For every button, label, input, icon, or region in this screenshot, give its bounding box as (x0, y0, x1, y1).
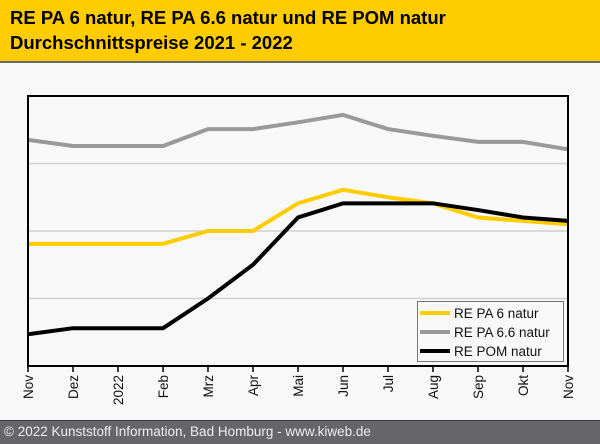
legend-label: RE POM natur (454, 344, 542, 359)
line-chart: Nov Dez 2022 Feb Mrz Apr Mai Jun Jul Aug Sep Okt Nov… (21, 95, 576, 406)
x-tick-label: Aug (426, 375, 441, 399)
x-tick-label: Nov (561, 375, 576, 399)
footer: © 2022 Kunststoff Information, Bad Hombu… (0, 420, 600, 444)
x-tick-label: Jun (336, 375, 351, 397)
series-lines (27, 112, 569, 337)
chart-area: Nov Dez 2022 Feb Mrz Apr Mai Jun Jul Aug Sep Okt Nov… (0, 63, 600, 420)
legend-label: RE PA 6.6 natur (454, 325, 550, 340)
chart-header: RE PA 6 natur, RE PA 6.6 natur und RE PO… (0, 0, 600, 63)
legend: RE PA 6 natur RE PA 6.6 natur RE POM natur (417, 301, 564, 362)
x-tick-label: Mrz (201, 375, 216, 398)
x-tick-label: Dez (66, 375, 81, 399)
series-line-re-pa-6-6-natur (27, 112, 569, 152)
legend-label: RE PA 6 natur (454, 306, 539, 321)
chart-title-line1: RE PA 6 natur, RE PA 6.6 natur und RE PO… (10, 7, 446, 28)
x-tick-label: Nov (21, 375, 36, 399)
x-tick-label: Sep (471, 375, 486, 399)
x-tick-label: Apr (246, 375, 261, 397)
gridlines (28, 162, 568, 300)
x-tick-labels: Nov Dez 2022 Feb Mrz Apr Mai Jun Jul Aug Sep Okt Nov (21, 375, 576, 406)
x-ticks (27, 366, 569, 372)
x-tick-label: Okt (516, 375, 531, 396)
copyright-text: © 2022 Kunststoff Information, Bad Hombu… (4, 424, 371, 439)
x-tick-label: Jul (381, 375, 396, 392)
x-tick-label: 2022 (111, 375, 126, 405)
chart-title-line2: Durchschnittspreise 2021 - 2022 (10, 32, 293, 53)
x-tick-label: Mai (291, 375, 306, 397)
x-tick-label: Feb (156, 375, 171, 398)
